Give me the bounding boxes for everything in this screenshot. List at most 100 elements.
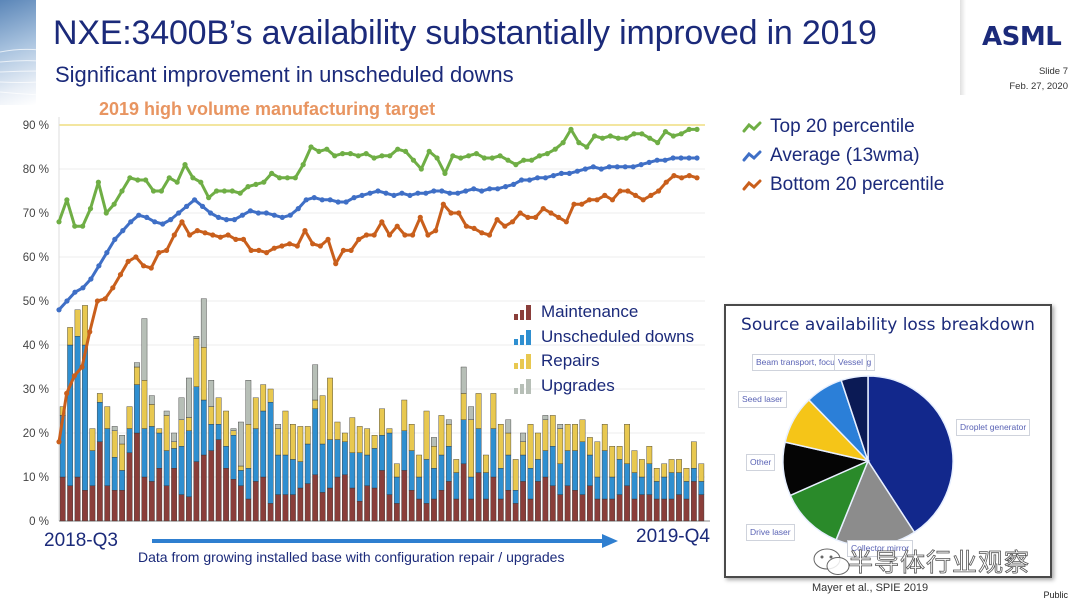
point-bottom20 <box>556 214 562 220</box>
y-tick-label: 70 % <box>23 208 49 220</box>
bar-segment-maintenance <box>572 490 578 522</box>
point-average <box>646 159 652 165</box>
bar-segment-maintenance <box>215 439 222 522</box>
point-average <box>295 206 301 212</box>
bar-segment-maintenance <box>297 487 304 522</box>
point-bottom20 <box>71 373 77 379</box>
bar-segment-maintenance <box>512 503 519 522</box>
bar-segment-repairs <box>505 432 512 456</box>
bar-segment-maintenance <box>223 468 229 522</box>
point-average <box>72 289 78 295</box>
point-average <box>96 263 102 269</box>
bar-segment-maintenance <box>549 485 556 522</box>
bar-segment-repairs <box>698 463 705 482</box>
bar-segment-unscheduled <box>223 446 229 469</box>
point-average <box>550 173 557 179</box>
x-axis-start-label: 2018-Q3 <box>44 530 118 551</box>
bar-segment-upgrades <box>186 377 192 418</box>
bar-segment-maintenance <box>460 463 467 522</box>
point-average <box>670 155 676 161</box>
bar-segment-unscheduled <box>230 435 237 480</box>
point-top20 <box>536 153 543 159</box>
header-decoration <box>0 0 36 105</box>
pie-label-collector-mirror: Collector mirror <box>847 540 914 557</box>
bar-segment-unscheduled <box>698 481 705 495</box>
point-top20 <box>292 175 298 181</box>
bar-segment-unscheduled <box>327 439 333 489</box>
bar-segment-repairs <box>587 437 593 456</box>
bar-segment-maintenance <box>527 498 534 522</box>
slide-number: Slide 7 <box>1038 66 1068 77</box>
point-top20 <box>229 188 235 194</box>
point-average <box>614 164 620 170</box>
legend-item-bottom20: Bottom 20 percentile <box>742 170 944 199</box>
point-top20 <box>166 175 172 181</box>
wechat-icon <box>813 548 850 575</box>
point-top20 <box>56 219 62 225</box>
bar-segment-maintenance <box>342 474 348 522</box>
line-series-icon <box>742 121 762 132</box>
bar-segment-maintenance <box>631 498 638 522</box>
point-average <box>367 190 373 196</box>
point-average <box>279 214 285 220</box>
point-average <box>495 186 501 192</box>
bar-segment-upgrades <box>542 415 549 420</box>
point-bottom20 <box>317 243 323 249</box>
bar-segment-unscheduled <box>312 408 319 475</box>
line-series-icon <box>742 179 762 190</box>
bar-segment-maintenance <box>171 468 177 522</box>
bar-segment-repairs <box>542 419 549 451</box>
point-top20 <box>686 126 692 132</box>
point-top20 <box>513 162 519 168</box>
point-top20 <box>158 188 164 194</box>
bar-segment-unscheduled <box>126 428 133 454</box>
point-bottom20 <box>125 258 131 264</box>
point-bottom20 <box>617 188 623 194</box>
point-top20 <box>261 179 267 185</box>
bar-segment-maintenance <box>193 461 200 522</box>
point-average <box>319 197 325 203</box>
point-average <box>255 210 261 216</box>
bar-segment-maintenance <box>535 481 541 522</box>
y-tick-label: 90 % <box>23 120 49 132</box>
point-top20 <box>694 126 700 132</box>
bar-series-icon <box>514 378 531 394</box>
bar-series-icon <box>514 305 531 321</box>
point-bottom20 <box>164 247 170 253</box>
bar-segment-unscheduled <box>260 410 267 478</box>
bar-segment-repairs <box>564 424 571 451</box>
point-bottom20 <box>171 232 177 238</box>
point-bottom20 <box>502 223 508 229</box>
bar-segment-unscheduled <box>564 450 571 487</box>
bar-segment-unscheduled <box>445 446 452 482</box>
point-top20 <box>72 223 78 229</box>
bar-segment-repairs <box>111 430 118 458</box>
bar-segment-repairs <box>572 424 578 451</box>
bar-segment-maintenance <box>431 498 437 522</box>
y-tick-label: 80 % <box>23 164 49 176</box>
point-average <box>542 175 549 181</box>
point-top20 <box>552 146 558 152</box>
bar-segment-unscheduled <box>267 402 274 504</box>
point-top20 <box>434 155 440 161</box>
point-bottom20 <box>102 296 108 302</box>
point-top20 <box>127 175 133 181</box>
point-bottom20 <box>179 219 185 225</box>
bar-segment-unscheduled <box>148 426 155 482</box>
bar-segment-maintenance <box>208 450 215 522</box>
bar-segment-unscheduled <box>119 470 125 491</box>
bar-segment-repairs <box>223 410 229 447</box>
point-bottom20 <box>333 261 339 267</box>
bar-segment-maintenance <box>119 490 125 522</box>
bar-segment-unscheduled <box>89 450 96 487</box>
bar-segment-maintenance <box>490 476 497 522</box>
bar-segment-maintenance <box>393 503 400 522</box>
point-top20 <box>662 129 669 135</box>
bar-segment-maintenance <box>690 481 697 522</box>
bar-segment-unscheduled <box>401 430 408 471</box>
bar-segment-repairs <box>297 426 304 462</box>
point-bottom20 <box>225 232 231 238</box>
point-bottom20 <box>110 285 116 291</box>
bar-segment-upgrades <box>445 419 452 425</box>
bar-segment-maintenance <box>141 476 148 522</box>
